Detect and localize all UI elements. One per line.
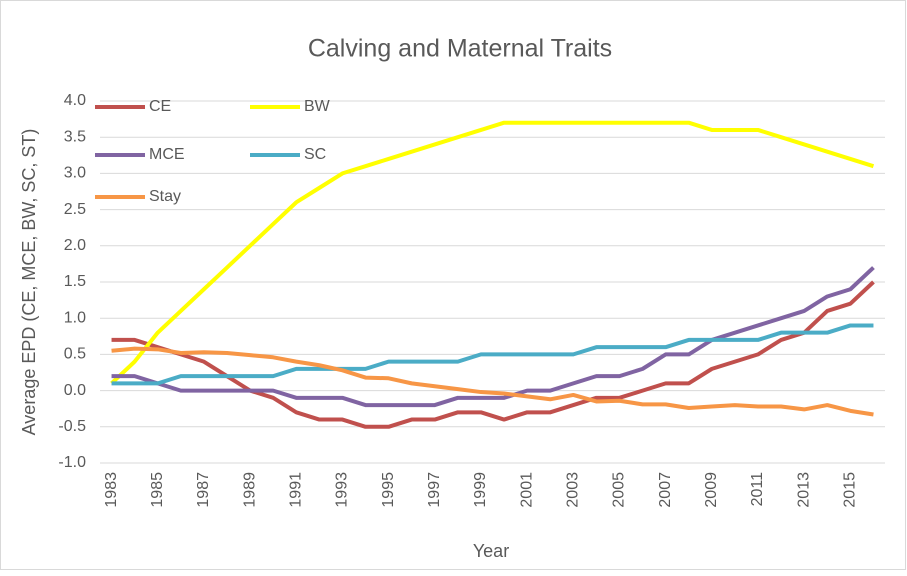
- series-line: [111, 346, 874, 417]
- y-tick-label: -0.5: [58, 418, 86, 435]
- y-tick-label: 3.5: [64, 128, 86, 145]
- y-tick-label: 0.0: [64, 382, 86, 399]
- y-tick-label: -1.0: [58, 454, 86, 471]
- x-tick-label: 2011: [749, 472, 766, 507]
- x-tick-label: 2005: [611, 472, 628, 508]
- x-tick-label: 2009: [703, 472, 720, 508]
- chart-title: Calving and Maternal Traits: [308, 35, 612, 63]
- x-tick-label: 2013: [795, 472, 812, 508]
- series-line: [111, 323, 874, 386]
- x-tick-label: 1987: [195, 472, 212, 508]
- x-tick-label: 1997: [426, 472, 443, 508]
- x-tick-label: 1991: [287, 472, 304, 508]
- series-line: [111, 280, 875, 429]
- x-tick-label: 1995: [380, 472, 397, 508]
- x-tick-label: 1985: [149, 472, 166, 508]
- x-tick-label: 2003: [565, 472, 582, 508]
- legend-label: BW: [304, 98, 331, 115]
- y-tick-label: 2.5: [64, 201, 86, 218]
- legend-label: SC: [304, 146, 326, 163]
- x-tick-label: 2015: [842, 472, 859, 508]
- legend-label: CE: [149, 98, 171, 115]
- y-axis-title: Average EPD (CE, MCE, BW, SC, ST): [19, 129, 39, 436]
- legend-label: Stay: [149, 188, 181, 205]
- x-axis-title: Year: [473, 541, 509, 561]
- series-line: [111, 266, 875, 408]
- y-tick-label: 3.0: [64, 165, 86, 182]
- y-tick-label: 1.5: [64, 273, 86, 290]
- x-tick-label: 1983: [103, 472, 120, 508]
- x-tick-label: 1993: [334, 472, 351, 508]
- x-tick-label: 1999: [472, 472, 489, 508]
- y-tick-label: 4.0: [64, 92, 86, 109]
- y-tick-label: 1.0: [64, 309, 86, 326]
- x-tick-label: 1989: [241, 472, 258, 508]
- y-tick-label: 2.0: [64, 237, 86, 254]
- legend-label: MCE: [149, 146, 185, 163]
- x-tick-label: 2001: [518, 472, 535, 508]
- series-line: [110, 120, 875, 385]
- x-tick-label: 2007: [657, 472, 674, 508]
- y-tick-label: 0.5: [64, 346, 86, 363]
